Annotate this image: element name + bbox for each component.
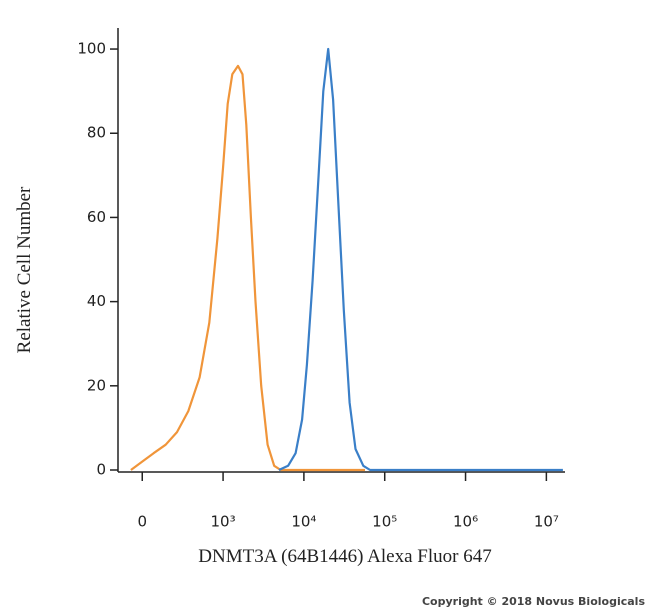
x-tick-label: 10⁵ — [372, 513, 397, 531]
y-tick-label: 0 — [96, 461, 106, 479]
copyright: Copyright © 2018 Novus Biologicals — [422, 595, 645, 608]
y-tick-label: 60 — [87, 208, 106, 226]
y-tick-label: 80 — [87, 124, 106, 142]
x-tick-label: 10⁴ — [291, 513, 316, 531]
y-tick-label: 100 — [77, 40, 106, 58]
x-tick-label: 10³ — [211, 513, 236, 531]
x-tick-label: 0 — [137, 513, 147, 531]
x-tick-label: 10⁷ — [534, 513, 559, 531]
x-tick-label: 10⁶ — [453, 513, 478, 531]
histogram-line — [278, 47, 563, 472]
y-axis-label: Relative Cell Number — [14, 186, 35, 353]
y-tick-label: 40 — [87, 292, 106, 310]
y-tick-label: 20 — [87, 376, 106, 394]
x-axis-label: DNMT3A (64B1446) Alexa Fluor 647 — [198, 546, 491, 567]
histogram-line — [130, 64, 365, 472]
